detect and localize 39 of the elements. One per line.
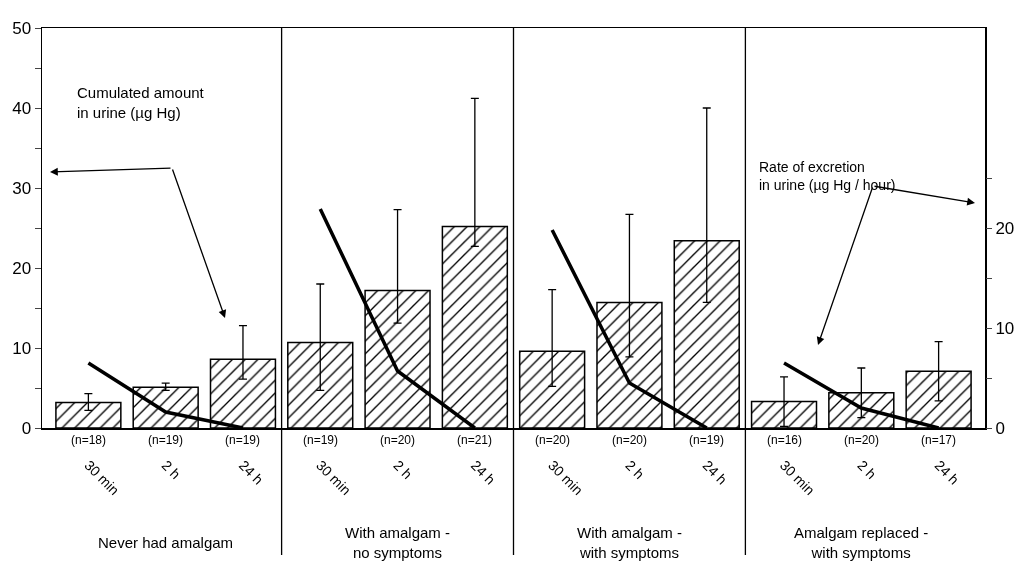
- text: With amalgam - with symptoms: [577, 524, 683, 561]
- text: Never had amalgam: [98, 534, 234, 551]
- text: (n=18): [71, 433, 107, 447]
- y-axis-title: Cumulated amount in urine (µg Hg): [77, 84, 205, 121]
- x-tick-label: 30 min: [776, 457, 818, 499]
- y-tick-label: 40: [12, 98, 32, 118]
- y-tick-label: 10: [12, 338, 32, 358]
- x-tick-label: 2 h: [622, 457, 648, 483]
- x-tick-label: 30 min: [545, 457, 587, 499]
- y2-tick-label: 10: [995, 318, 1015, 338]
- y-tick-label: 20: [12, 258, 32, 278]
- text: (n=19): [225, 433, 261, 447]
- y-tick-label: 50: [12, 18, 32, 38]
- x-tick-label: 30 min: [313, 457, 355, 499]
- text: (n=21): [457, 433, 493, 447]
- x-tick-label: 30 min: [81, 457, 123, 499]
- text: Amalgam replaced - with symptoms: [794, 524, 929, 561]
- text: (n=20): [535, 433, 571, 447]
- text: (n=19): [148, 433, 184, 447]
- x-tick-label: 2 h: [390, 457, 416, 483]
- text: (n=20): [612, 433, 648, 447]
- text: (n=19): [689, 433, 725, 447]
- x-tick-label: 2 h: [158, 457, 184, 483]
- text: (n=20): [844, 433, 880, 447]
- x-tick-label: 24 h: [235, 457, 267, 488]
- y-tick-label: 30: [12, 178, 32, 198]
- y2-tick-label: 20: [995, 218, 1015, 238]
- y-tick-label: 0: [21, 418, 32, 438]
- text: (n=17): [921, 433, 957, 447]
- x-tick-label: 2 h: [854, 457, 880, 483]
- text: With amalgam - no symptoms: [345, 524, 451, 561]
- y2-tick-label: 0: [995, 418, 1005, 438]
- y2-axis-title: Rate of excretion in urine (µg Hg / hour): [759, 159, 896, 194]
- x-tick-label: 24 h: [931, 457, 963, 488]
- x-tick-label: 24 h: [699, 457, 731, 488]
- text: (n=19): [303, 433, 339, 447]
- text: (n=20): [380, 433, 416, 447]
- text: (n=16): [767, 433, 803, 447]
- x-tick-label: 24 h: [467, 457, 499, 488]
